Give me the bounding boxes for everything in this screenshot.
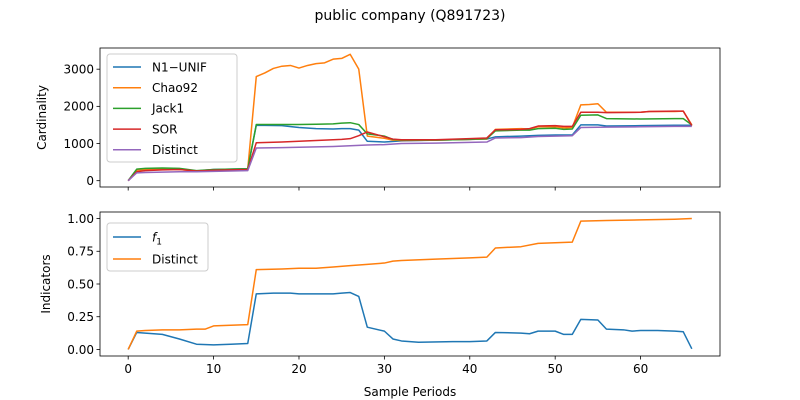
panel-1-series xyxy=(127,53,693,182)
panel-1-frame xyxy=(99,47,721,188)
legend-label-1-3: Jack1 xyxy=(151,102,184,116)
y-tick-label-2-2: 0.25 xyxy=(67,310,94,324)
x-axis-label: Sample Periods xyxy=(364,385,456,399)
x-tick-label-1: 0 xyxy=(124,362,132,376)
x-tick-label-6: 50 xyxy=(548,362,563,376)
series-line-1-5 xyxy=(127,125,692,182)
legend-box-1 xyxy=(106,53,238,163)
y-tick-label-1-4: 3000 xyxy=(63,62,94,76)
x-tick-label-2: 10 xyxy=(206,362,221,376)
legend-label-2-2: Distinct xyxy=(152,252,198,266)
legend-label-1-4: SOR xyxy=(152,122,177,136)
legend-label-1-5: Distinct xyxy=(152,143,198,157)
x-tick-label-5: 40 xyxy=(462,362,477,376)
legend-label-1-1: N1−UNIF xyxy=(152,60,207,74)
y-tick-label-1-2: 1000 xyxy=(63,137,94,151)
y-tick-label-1-1: 0 xyxy=(86,174,94,188)
series-line-2-1 xyxy=(127,291,693,350)
legend-1: N1−UNIF Chao92 Jack1 SOR Distinct xyxy=(106,53,238,163)
panel-2: 0.00 0.25 0.50 0.75 1.00 0 10 20 30 40 50 60 Indicat… xyxy=(39,211,721,376)
x-tick-label-7: 60 xyxy=(633,362,648,376)
panel-1: 0 1000 2000 3000 Cardinality N1−UNIF Chao92 Jac… xyxy=(35,47,721,191)
series-line-2-2 xyxy=(127,217,692,350)
series-line-1-4 xyxy=(127,110,693,182)
chart-title: public company (Q891723) xyxy=(315,8,506,24)
panels: 0 1000 2000 3000 Cardinality N1−UNIF Chao92 Jac… xyxy=(35,47,721,376)
legend-2: f1 Distinct xyxy=(106,222,209,272)
y-tick-label-2-3: 0.50 xyxy=(67,277,94,291)
y-axis-label-1: Cardinality xyxy=(35,85,49,150)
y-tick-label-2-4: 0.75 xyxy=(67,245,94,259)
x-tick-label-3: 20 xyxy=(291,362,306,376)
panel-2-series xyxy=(127,217,693,350)
x-tick-label-4: 30 xyxy=(377,362,392,376)
y-tick-label-2-5: 1.00 xyxy=(67,212,94,226)
y-axis-label-2: Indicators xyxy=(39,254,53,313)
legend-label-1-2: Chao92 xyxy=(152,81,198,95)
y-tick-label-2-1: 0.00 xyxy=(67,343,94,357)
legend-label-2-1: f1 xyxy=(152,230,162,247)
y-tick-label-1-3: 2000 xyxy=(63,100,94,114)
